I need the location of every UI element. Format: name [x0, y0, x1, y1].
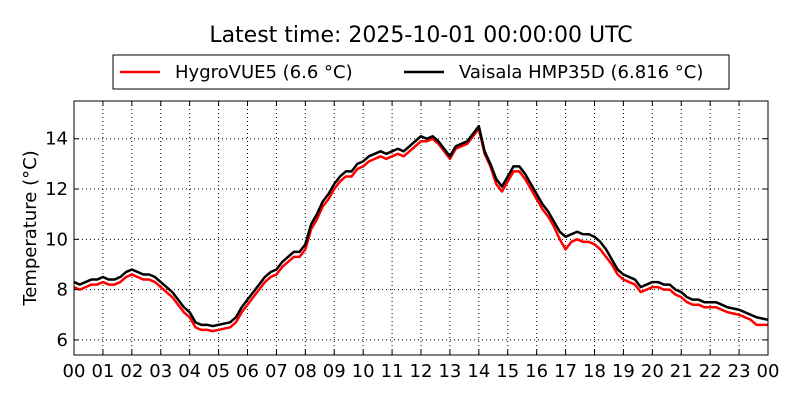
x-tick-label: 02 [120, 361, 143, 382]
legend: HygroVUE5 (6.6 °C) Vaisala HMP35D (6.816… [112, 54, 730, 90]
x-tick-label: 11 [381, 361, 404, 382]
x-tick-label: 05 [207, 361, 230, 382]
plot-frame [73, 100, 769, 356]
x-tick-label: 13 [438, 361, 461, 382]
x-tick-label: 16 [525, 361, 548, 382]
ticks: 00 01 02 03 04 05 06 07 08 09 10 11 12 13 14 15 16 17 18 19… [45, 101, 779, 382]
x-tick-label: 08 [294, 361, 317, 382]
grid [74, 101, 768, 355]
x-tick-label: 15 [496, 361, 519, 382]
x-tick-label: 09 [323, 361, 346, 382]
x-tick-label: 07 [265, 361, 288, 382]
x-tick-label: 20 [641, 361, 664, 382]
x-tick-label: 14 [467, 361, 490, 382]
x-tick-label: 17 [554, 361, 577, 382]
x-tick-label: 01 [91, 361, 114, 382]
y-tick-label: 10 [45, 229, 68, 250]
x-tick-label: 04 [178, 361, 201, 382]
legend-label-vaisala: Vaisala HMP35D (6.816 °C) [459, 62, 703, 83]
series-line-1 [73, 124, 769, 328]
y-tick-label: 6 [57, 330, 68, 351]
x-tick-label: 03 [149, 361, 172, 382]
x-tick-label: 12 [410, 361, 433, 382]
x-tick-label: 00 [63, 361, 86, 382]
x-tick-label: 00 [757, 361, 780, 382]
x-tick-label: 18 [583, 361, 606, 382]
x-tick-label: 19 [612, 361, 635, 382]
x-tick-label: 10 [352, 361, 375, 382]
series-layer [73, 124, 769, 333]
y-tick-label: 8 [57, 280, 68, 301]
x-tick-label: 21 [670, 361, 693, 382]
x-tick-label: 06 [236, 361, 259, 382]
y-tick-label: 14 [45, 129, 68, 150]
series-line-0 [73, 127, 768, 333]
x-tick-label: 22 [699, 361, 722, 382]
y-tick-label: 12 [45, 179, 68, 200]
y-axis-label: Temperature (°C) [20, 150, 41, 306]
x-tick-label: 23 [728, 361, 751, 382]
legend-label-hygrovue5: HygroVUE5 (6.6 °C) [175, 62, 353, 83]
chart-title: Latest time: 2025-10-01 00:00:00 UTC [209, 23, 632, 48]
